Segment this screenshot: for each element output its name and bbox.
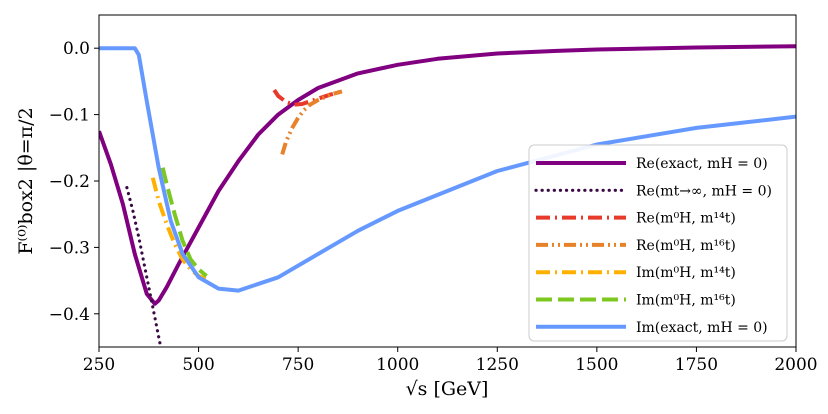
legend-label: Re(m⁰H, m¹⁴t) [636,211,736,227]
y-tick-label: −0.1 [49,106,90,126]
x-axis: 250 500 750 1000 1250 1500 1750 2000 [83,347,818,375]
x-axis-label: √s [GeV] [406,378,489,400]
x-tick-label: 1500 [575,355,618,375]
legend-label: Im(m⁰H, m¹⁶t) [636,293,736,309]
x-tick-label: 1250 [476,355,519,375]
x-tick-label: 750 [282,355,314,375]
y-axis: 0.0 −0.1 −0.2 −0.3 −0.4 [49,39,99,325]
x-tick-label: 1000 [376,355,419,375]
legend: Re(exact, mH = 0) Re(mt→∞, mH = 0) Re(m⁰H,… [528,144,788,342]
series-line-0 [99,44,796,306]
y-tick-label: 0.0 [63,39,90,59]
legend-entries: Re(exact, mH = 0) Re(mt→∞, mH = 0) Re(m⁰H,… [534,156,772,336]
legend-label: Re(m⁰H, m¹⁶t) [636,238,736,254]
legend-label: Im(m⁰H, m¹⁴t) [636,265,736,281]
series-line-2 [272,88,343,107]
series-layer [99,44,796,347]
series-line-5 [160,167,208,278]
series-line-1 [125,186,163,347]
x-tick-label: 250 [83,355,115,375]
legend-label: Re(mt→∞, mH = 0) [636,183,772,199]
x-tick-label: 2000 [774,355,817,375]
legend-label: Im(exact, mH = 0) [636,320,768,336]
legend-label: Re(exact, mH = 0) [636,156,768,172]
y-axis-label: F⁽⁰⁾box2 |θ=π/2 [15,107,37,254]
y-tick-label: −0.2 [49,172,90,192]
legend-box [528,144,788,342]
x-tick-label: 500 [182,355,214,375]
series-line-6 [99,46,796,293]
y-tick-label: −0.3 [49,238,90,258]
x-tick-label: 1750 [675,355,718,375]
y-tick-label: −0.4 [49,305,90,325]
